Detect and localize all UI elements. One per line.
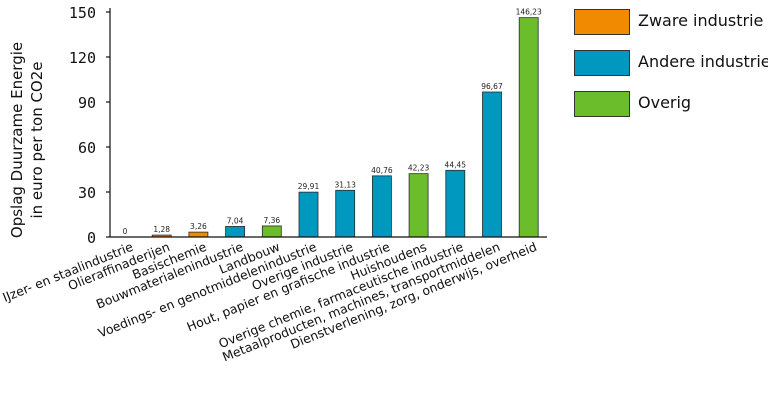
data-label: 42,23 xyxy=(408,164,430,173)
bar-4 xyxy=(261,225,282,238)
data-label: 7,36 xyxy=(263,216,280,225)
bar-11 xyxy=(518,17,539,238)
data-label: 1,28 xyxy=(153,225,170,234)
data-label: 29,91 xyxy=(298,182,320,191)
bar-9 xyxy=(445,169,466,238)
bar-8 xyxy=(408,173,429,238)
y-tick-label: 90 xyxy=(78,94,96,112)
data-label: 44,45 xyxy=(445,160,467,169)
y-tick-label: 150 xyxy=(69,4,96,22)
y-tick-label: 60 xyxy=(78,139,96,157)
legend-label: Zware industrie xyxy=(638,11,764,30)
bar-6 xyxy=(335,189,356,238)
y-tick-label: 30 xyxy=(78,184,96,202)
bar-3 xyxy=(225,226,246,238)
legend-swatch xyxy=(574,9,630,35)
legend-swatch xyxy=(574,91,630,117)
legend-label: Overig xyxy=(638,93,692,112)
category-labels: IJzer- en staalindustrieOlieraffinaderij… xyxy=(0,239,538,365)
legend-label: Andere industrie xyxy=(638,52,768,71)
data-label: 0 xyxy=(123,227,128,236)
y-tick-label: 120 xyxy=(69,49,96,67)
bars xyxy=(151,17,539,238)
data-label: 3,26 xyxy=(190,222,207,231)
bar-10 xyxy=(482,91,502,238)
y-axis-ticks: 0 30 60 90 120 150 xyxy=(69,4,110,247)
data-label: 31,13 xyxy=(334,180,356,189)
data-label: 96,67 xyxy=(481,82,503,91)
data-label: 146,23 xyxy=(516,8,542,17)
bar-7 xyxy=(371,175,392,238)
data-label: 40,76 xyxy=(371,166,393,175)
data-label: 7,04 xyxy=(227,216,244,225)
y-axis-label: Opslag Duurzame Energie in euro per ton C… xyxy=(8,42,46,238)
y-axis-title: Opslag Duurzame Energie in euro per ton C… xyxy=(8,42,46,238)
value-labels: 0 1,28 3,26 7,04 7,36 29,91 31,13 40,76 42,23 44,… xyxy=(123,8,542,236)
bar-2 xyxy=(188,231,209,238)
bar-5 xyxy=(298,191,319,238)
legend-swatch xyxy=(574,50,630,76)
y-tick-label: 0 xyxy=(87,229,96,247)
